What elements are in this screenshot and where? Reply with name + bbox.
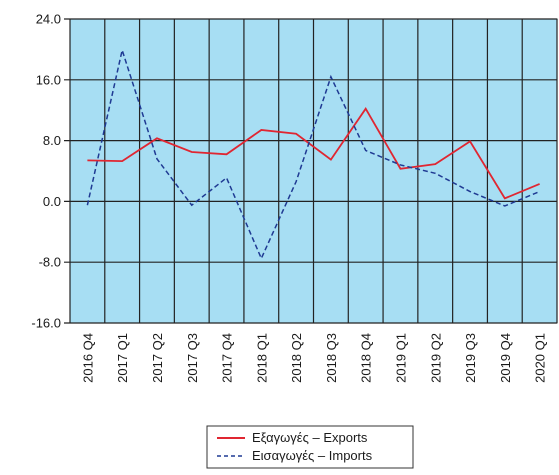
x-tick-label: 2019 Q1 (393, 333, 408, 383)
legend: Εξαγωγές – Exports Εισαγωγές – Imports (206, 425, 414, 469)
series-line-exports (87, 106, 540, 200)
y-tick-label: 24.0 (36, 12, 61, 27)
x-axis-tick-labels: 2016 Q4 2017 Q1 2017 Q2 2017 Q3 2017 Q4 2018 … (80, 333, 547, 383)
x-tick-label: 2019 Q2 (428, 333, 443, 383)
x-tick-label: 2020 Q1 (533, 333, 548, 383)
y-axis-tick-labels: 24.0 16.0 8.0 0.0 -8.0 -16.0 (31, 12, 61, 331)
vertical-gridlines (69, 19, 558, 323)
series-line-imports (86, 47, 540, 261)
x-tick-label: 2018 Q3 (324, 333, 339, 383)
legend-label-imports: Εισαγωγές – Imports (252, 448, 373, 463)
x-tick-label: 2017 Q3 (185, 333, 200, 383)
x-tick-label: 2018 Q1 (254, 333, 269, 383)
y-tick-label: 0.0 (43, 194, 61, 209)
x-tick-label: 2018 Q2 (289, 333, 304, 383)
x-tick-label: 2019 Q3 (463, 333, 478, 383)
series-lines (86, 47, 540, 261)
x-tick-label: 2017 Q1 (115, 333, 130, 383)
y-tick-label: 8.0 (43, 133, 61, 148)
x-tick-label: 2017 Q2 (150, 333, 165, 383)
y-tick-label: 16.0 (36, 72, 61, 87)
legend-box (206, 425, 414, 469)
y-tick-label: -8.0 (39, 255, 61, 270)
legend-label-exports: Εξαγωγές – Exports (252, 430, 368, 445)
x-tick-label: 2019 Q4 (498, 333, 513, 383)
horizontal-gridlines (64, 18, 557, 324)
x-tick-label: 2016 Q4 (80, 333, 95, 383)
x-tick-label: 2018 Q4 (359, 333, 374, 383)
y-tick-label: -16.0 (31, 316, 61, 331)
x-tick-label: 2017 Q4 (220, 333, 235, 383)
